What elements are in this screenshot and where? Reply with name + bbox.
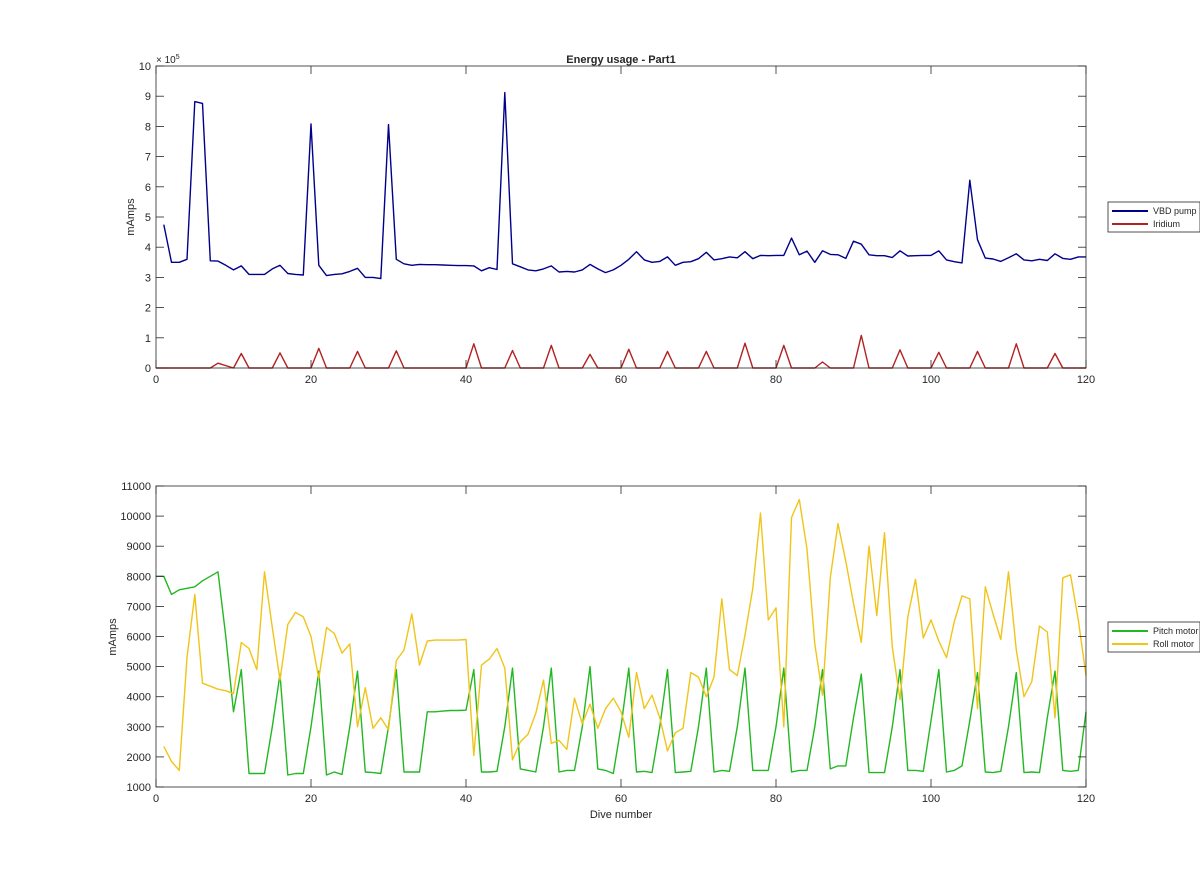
series-line-vbd-pump: [163, 91, 1086, 280]
bottom-chart-legend: Pitch motor Roll motor: [1107, 621, 1200, 653]
legend-label-iridium: Iridium: [1153, 219, 1180, 229]
y-tick-label: 4: [145, 242, 151, 254]
y-tick-label: 3: [145, 272, 151, 284]
legend-box: [1107, 201, 1200, 233]
legend-box: [1107, 621, 1200, 653]
top-chart-ticks: 0 20 40 60 80 100 120 0 1 2 3 4 5 6 7 8 9 10: [139, 61, 1095, 386]
legend-label-vbd-pump: VBD pump: [1153, 206, 1197, 216]
legend-label-roll-motor: Roll motor: [1153, 639, 1194, 649]
y-tick-label: 3000: [127, 722, 151, 734]
series-line-pitch-motor: [156, 571, 1087, 776]
y-tick-label: 0: [145, 363, 151, 375]
y-tick-label: 5: [145, 212, 151, 224]
y-tick-label: 7000: [127, 601, 151, 613]
bottom-chart-ylabel: mAmps: [107, 618, 119, 656]
top-chart-legend: VBD pump Iridium: [1107, 201, 1200, 233]
x-tick-label: 20: [305, 374, 317, 386]
x-tick-label: 120: [1077, 374, 1095, 386]
y-tick-label: 10: [139, 61, 151, 73]
x-tick-label: 40: [460, 374, 472, 386]
y-tick-label: 6000: [127, 632, 151, 644]
bottom-chart-lines: [156, 498, 1087, 776]
y-tick-label: 9000: [127, 541, 151, 553]
bottom-chart-xlabel: Dive number: [590, 809, 653, 821]
y-tick-label: 8000: [127, 571, 151, 583]
series-line-roll-motor: [163, 498, 1087, 772]
y-tick-label: 1: [145, 333, 151, 345]
top-chart-exponent-base: × 10: [156, 55, 176, 66]
top-chart-exponent: × 105: [156, 54, 180, 66]
legend-label-pitch-motor: Pitch motor: [1153, 626, 1199, 636]
bottom-chart: 0 20 40 60 80 100 120 1000 2000 3000 4000 5000 6000 7…: [107, 481, 1200, 821]
y-tick-label: 5000: [127, 662, 151, 674]
y-tick-label: 10000: [120, 511, 151, 523]
x-tick-label: 20: [305, 793, 317, 805]
x-tick-label: 80: [770, 793, 782, 805]
x-tick-label: 0: [153, 793, 159, 805]
x-tick-label: 0: [153, 374, 159, 386]
y-tick-label: 11000: [121, 481, 151, 493]
x-tick-label: 60: [615, 793, 627, 805]
top-chart-exponent-power: 5: [176, 54, 180, 61]
x-tick-label: 100: [922, 374, 940, 386]
y-tick-label: 9: [145, 91, 151, 103]
x-tick-label: 80: [770, 374, 782, 386]
y-tick-label: 6: [145, 182, 151, 194]
y-tick-label: 7: [145, 152, 151, 164]
x-tick-label: 100: [922, 793, 940, 805]
x-tick-label: 120: [1077, 793, 1095, 805]
y-tick-label: 1000: [127, 782, 151, 794]
top-chart-ylabel: mAmps: [125, 198, 137, 236]
x-tick-label: 60: [615, 374, 627, 386]
y-tick-label: 2: [145, 303, 151, 315]
x-tick-label: 40: [460, 793, 472, 805]
y-tick-label: 4000: [127, 692, 151, 704]
bottom-chart-ticks: 0 20 40 60 80 100 120 1000 2000 3000 4000 5000 6000 7…: [120, 481, 1095, 805]
y-tick-label: 8: [145, 121, 151, 133]
y-tick-label: 2000: [127, 752, 151, 764]
top-chart: Energy usage - Part1 0 20 40 60 80 100 120 0 1 2 3…: [125, 54, 1200, 386]
chart-title: Energy usage - Part1: [566, 54, 675, 66]
